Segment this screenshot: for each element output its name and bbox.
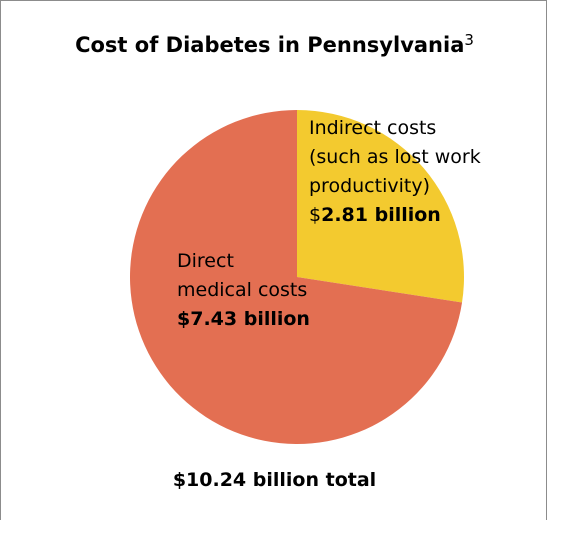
title-footnote-marker: 3 — [464, 31, 474, 49]
indirect-label-line-2: (such as lost work — [309, 146, 481, 168]
pie-slice-indirect — [297, 110, 464, 303]
direct-value-label: $7.43 billion — [177, 305, 310, 334]
pie-slices — [130, 110, 464, 444]
chart-title: Cost of Diabetes in Pennsylvania3 — [1, 31, 548, 57]
direct-label-line-1: Direct — [177, 250, 234, 272]
indirect-label-line-1: Indirect costs — [309, 117, 437, 139]
direct-label-line-2: medical costs — [177, 279, 308, 301]
pie-slice-direct — [130, 110, 463, 444]
direct-value-text: $7.43 billion — [177, 308, 310, 330]
indirect-value-label: $2.81 billion — [309, 201, 481, 230]
indirect-label-line-3: productivity) — [309, 175, 430, 197]
slice-label-direct: Direct medical costs $7.43 billion — [177, 247, 310, 334]
total-label: $10.24 billion total — [172, 469, 377, 491]
indirect-value-text: 2.81 billion — [321, 204, 441, 226]
indirect-value-prefix: $ — [309, 204, 322, 226]
pie-chart — [130, 110, 464, 444]
chart-title-text: Cost of Diabetes in Pennsylvania — [75, 33, 465, 57]
slice-label-indirect: Indirect costs (such as lost work produc… — [309, 114, 481, 230]
chart-frame: Cost of Diabetes in Pennsylvania3 Indire… — [0, 0, 547, 520]
